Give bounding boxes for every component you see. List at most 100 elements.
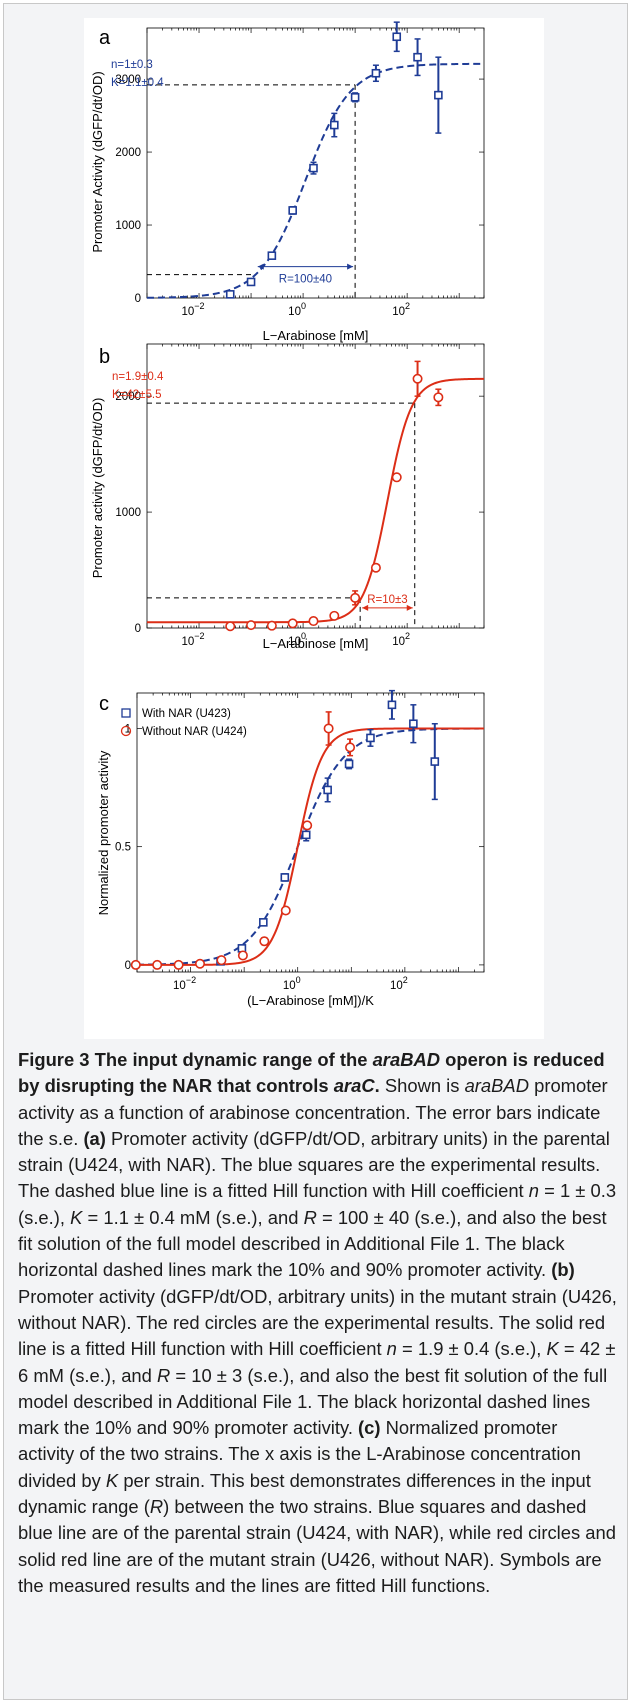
panel-a-data-point-square [310, 165, 317, 172]
panel-c-letter: c [99, 693, 109, 715]
panel-c-data-point-circle [346, 743, 354, 751]
panel-b-letter: b [99, 346, 110, 368]
panel-c-y-tick-label: 0.5 [115, 842, 131, 854]
panel-a-data-point-square [414, 54, 421, 61]
panel-c-legend-marker-square [122, 709, 130, 717]
panel-c-legend-label: Without NAR (U424) [142, 726, 247, 738]
panel-a-data-point-square [331, 122, 338, 129]
panel-b-range-label: R=10±3 [367, 594, 408, 606]
panel-b-data-point-circle [434, 393, 442, 401]
panel-c-data-point-circle [239, 951, 247, 959]
caption-text-italic: araBAD [465, 1075, 529, 1096]
panel-c-x-tick-label: 10−2 [173, 975, 196, 992]
panel-a-x-axis-label: L−Arabinose [mM] [263, 328, 369, 343]
caption-k-symbol: K [547, 1338, 559, 1359]
panel-a-data-point-square [352, 94, 359, 101]
panel-b-y-axis-label: Promoter activity (dGFP/dt/OD) [90, 398, 105, 579]
panel-b-y-tick-label: 1000 [115, 507, 141, 519]
figure-caption: Figure 3 The input dynamic range of the … [18, 1047, 618, 1599]
panel-c-data-point-square [281, 874, 288, 881]
panel-a-y-tick-label: 1000 [115, 220, 141, 232]
caption-text-a3: = 1.1 ± 0.4 mM (s.e.), and [82, 1207, 303, 1228]
panel-a-y-axis-label: Promoter Activity (dGFP/dt/OD) [90, 71, 105, 252]
panel-b-fit-annotation: n=1.9±0.4 [112, 371, 164, 383]
panel-a-range-label: R=100±40 [279, 274, 332, 286]
caption-r-symbol: R [304, 1207, 317, 1228]
panel-c-data-point-circle [153, 961, 161, 969]
panel-a-fit-annotation: K=1.1±0.4 [111, 77, 164, 89]
caption-label-a: (a) [83, 1128, 105, 1149]
panel-b-data-point-circle [330, 612, 338, 620]
panel-b-fit-annotation: K=42±5.5 [112, 389, 161, 401]
panel-a-data-point-square [372, 70, 379, 77]
panel-c-y-tick-label: 0 [125, 960, 131, 972]
panel-b-data-point-circle [351, 594, 359, 602]
panel-a-x-tick-label: 100 [288, 301, 306, 318]
panel-a-y-tick-label: 0 [135, 293, 141, 305]
caption-title-italic1: araBAD [373, 1049, 440, 1070]
panel-c-x-tick-label: 100 [283, 975, 301, 992]
panel-b-x-tick-label: 102 [392, 631, 410, 648]
panel-b-data-point-circle [413, 375, 421, 383]
panel-a-data-point-square [268, 252, 275, 259]
panel-c-data-point-square [367, 734, 374, 741]
panel-a-x-tick-label: 10−2 [181, 301, 204, 318]
panel-a-y-tick-label: 2000 [115, 147, 141, 159]
panel-c-data-point-circle [282, 906, 290, 914]
panel-b-data-point-circle [372, 564, 380, 572]
caption-text-a1: Promoter activity (dGFP/dt/OD, arbitrary… [18, 1128, 610, 1202]
panel-c-data-point-circle [217, 956, 225, 964]
panel-a-range-arrowhead-right [347, 264, 353, 270]
panel-b-y-tick-label: 0 [135, 623, 141, 635]
panel-c-data-point-circle [174, 961, 182, 969]
panel-c-x-axis-label: (L−Arabinose [mM])/K [247, 993, 374, 1008]
panel-c-data-point-square [324, 786, 331, 793]
panel-a-x-tick-label: 102 [392, 301, 410, 318]
panel-c-data-point-circle [260, 937, 268, 945]
panel-b-data-point-circle [393, 473, 401, 481]
caption-text-b2: = 1.9 ± 0.4 (s.e.), [397, 1338, 547, 1359]
panel-a-fit-annotation: n=1±0.3 [111, 59, 153, 71]
panel-a-letter: a [99, 27, 111, 49]
figure-panels: a 10−2 100 102 0 1000 2000 3000 L−Arabinose [mM]… [84, 18, 544, 1039]
panel-a-data-point-square [248, 278, 255, 285]
panel-b-data-point-circle [247, 621, 255, 629]
caption-k-symbol: K [70, 1207, 82, 1228]
caption-title-prefix: Figure 3 The input dynamic range of the [18, 1049, 373, 1070]
panel-b-data-point-circle [309, 617, 317, 625]
panel-c-legend-label: With NAR (U423) [142, 708, 231, 720]
panel-b-x-axis-label: L−Arabinose [mM] [263, 636, 369, 651]
panel-c-data-point-square [346, 760, 353, 767]
caption-title-italic2: araC [334, 1075, 375, 1096]
panel-c-data-point-square [431, 758, 438, 765]
panel-a-fit-curve-blue [147, 64, 484, 298]
caption-k-symbol: K [106, 1470, 118, 1491]
panel-c-data-point-circle [324, 724, 332, 732]
caption-r-symbol: R [157, 1365, 170, 1386]
panel-b-data-point-circle [226, 622, 234, 630]
panel-b-x-tick-label: 10−2 [181, 631, 204, 648]
caption-r-symbol: R [150, 1496, 163, 1517]
figure-container: a 10−2 100 102 0 1000 2000 3000 L−Arabinose [mM]… [3, 3, 628, 1700]
panel-c-data-point-square [303, 831, 310, 838]
panel-c-x-tick-label: 102 [390, 975, 408, 992]
panel-b-axes-frame [147, 344, 484, 628]
panel-c-data-point-square [260, 919, 267, 926]
panel-a-data-point-square [435, 92, 442, 99]
panel-c-data-point-circle [196, 960, 204, 968]
caption-label-b: (b) [551, 1259, 574, 1280]
panel-c-data-point-circle [303, 821, 311, 829]
panel-c-data-point-circle [132, 961, 140, 969]
panel-b-data-point-circle [268, 621, 276, 629]
panel-c-data-point-square [388, 701, 395, 708]
panel-a-data-point-square [227, 291, 234, 298]
panel-c-data-point-square [410, 720, 417, 727]
panel-b-data-point-circle [288, 619, 296, 627]
caption-n-symbol: n [387, 1338, 397, 1359]
panel-a-data-point-square [289, 207, 296, 214]
caption-n-symbol: n [529, 1180, 539, 1201]
caption-text-intro: Shown is [380, 1075, 465, 1096]
panel-b-fit-curve-red [147, 379, 484, 622]
caption-label-c: (c) [358, 1417, 380, 1438]
